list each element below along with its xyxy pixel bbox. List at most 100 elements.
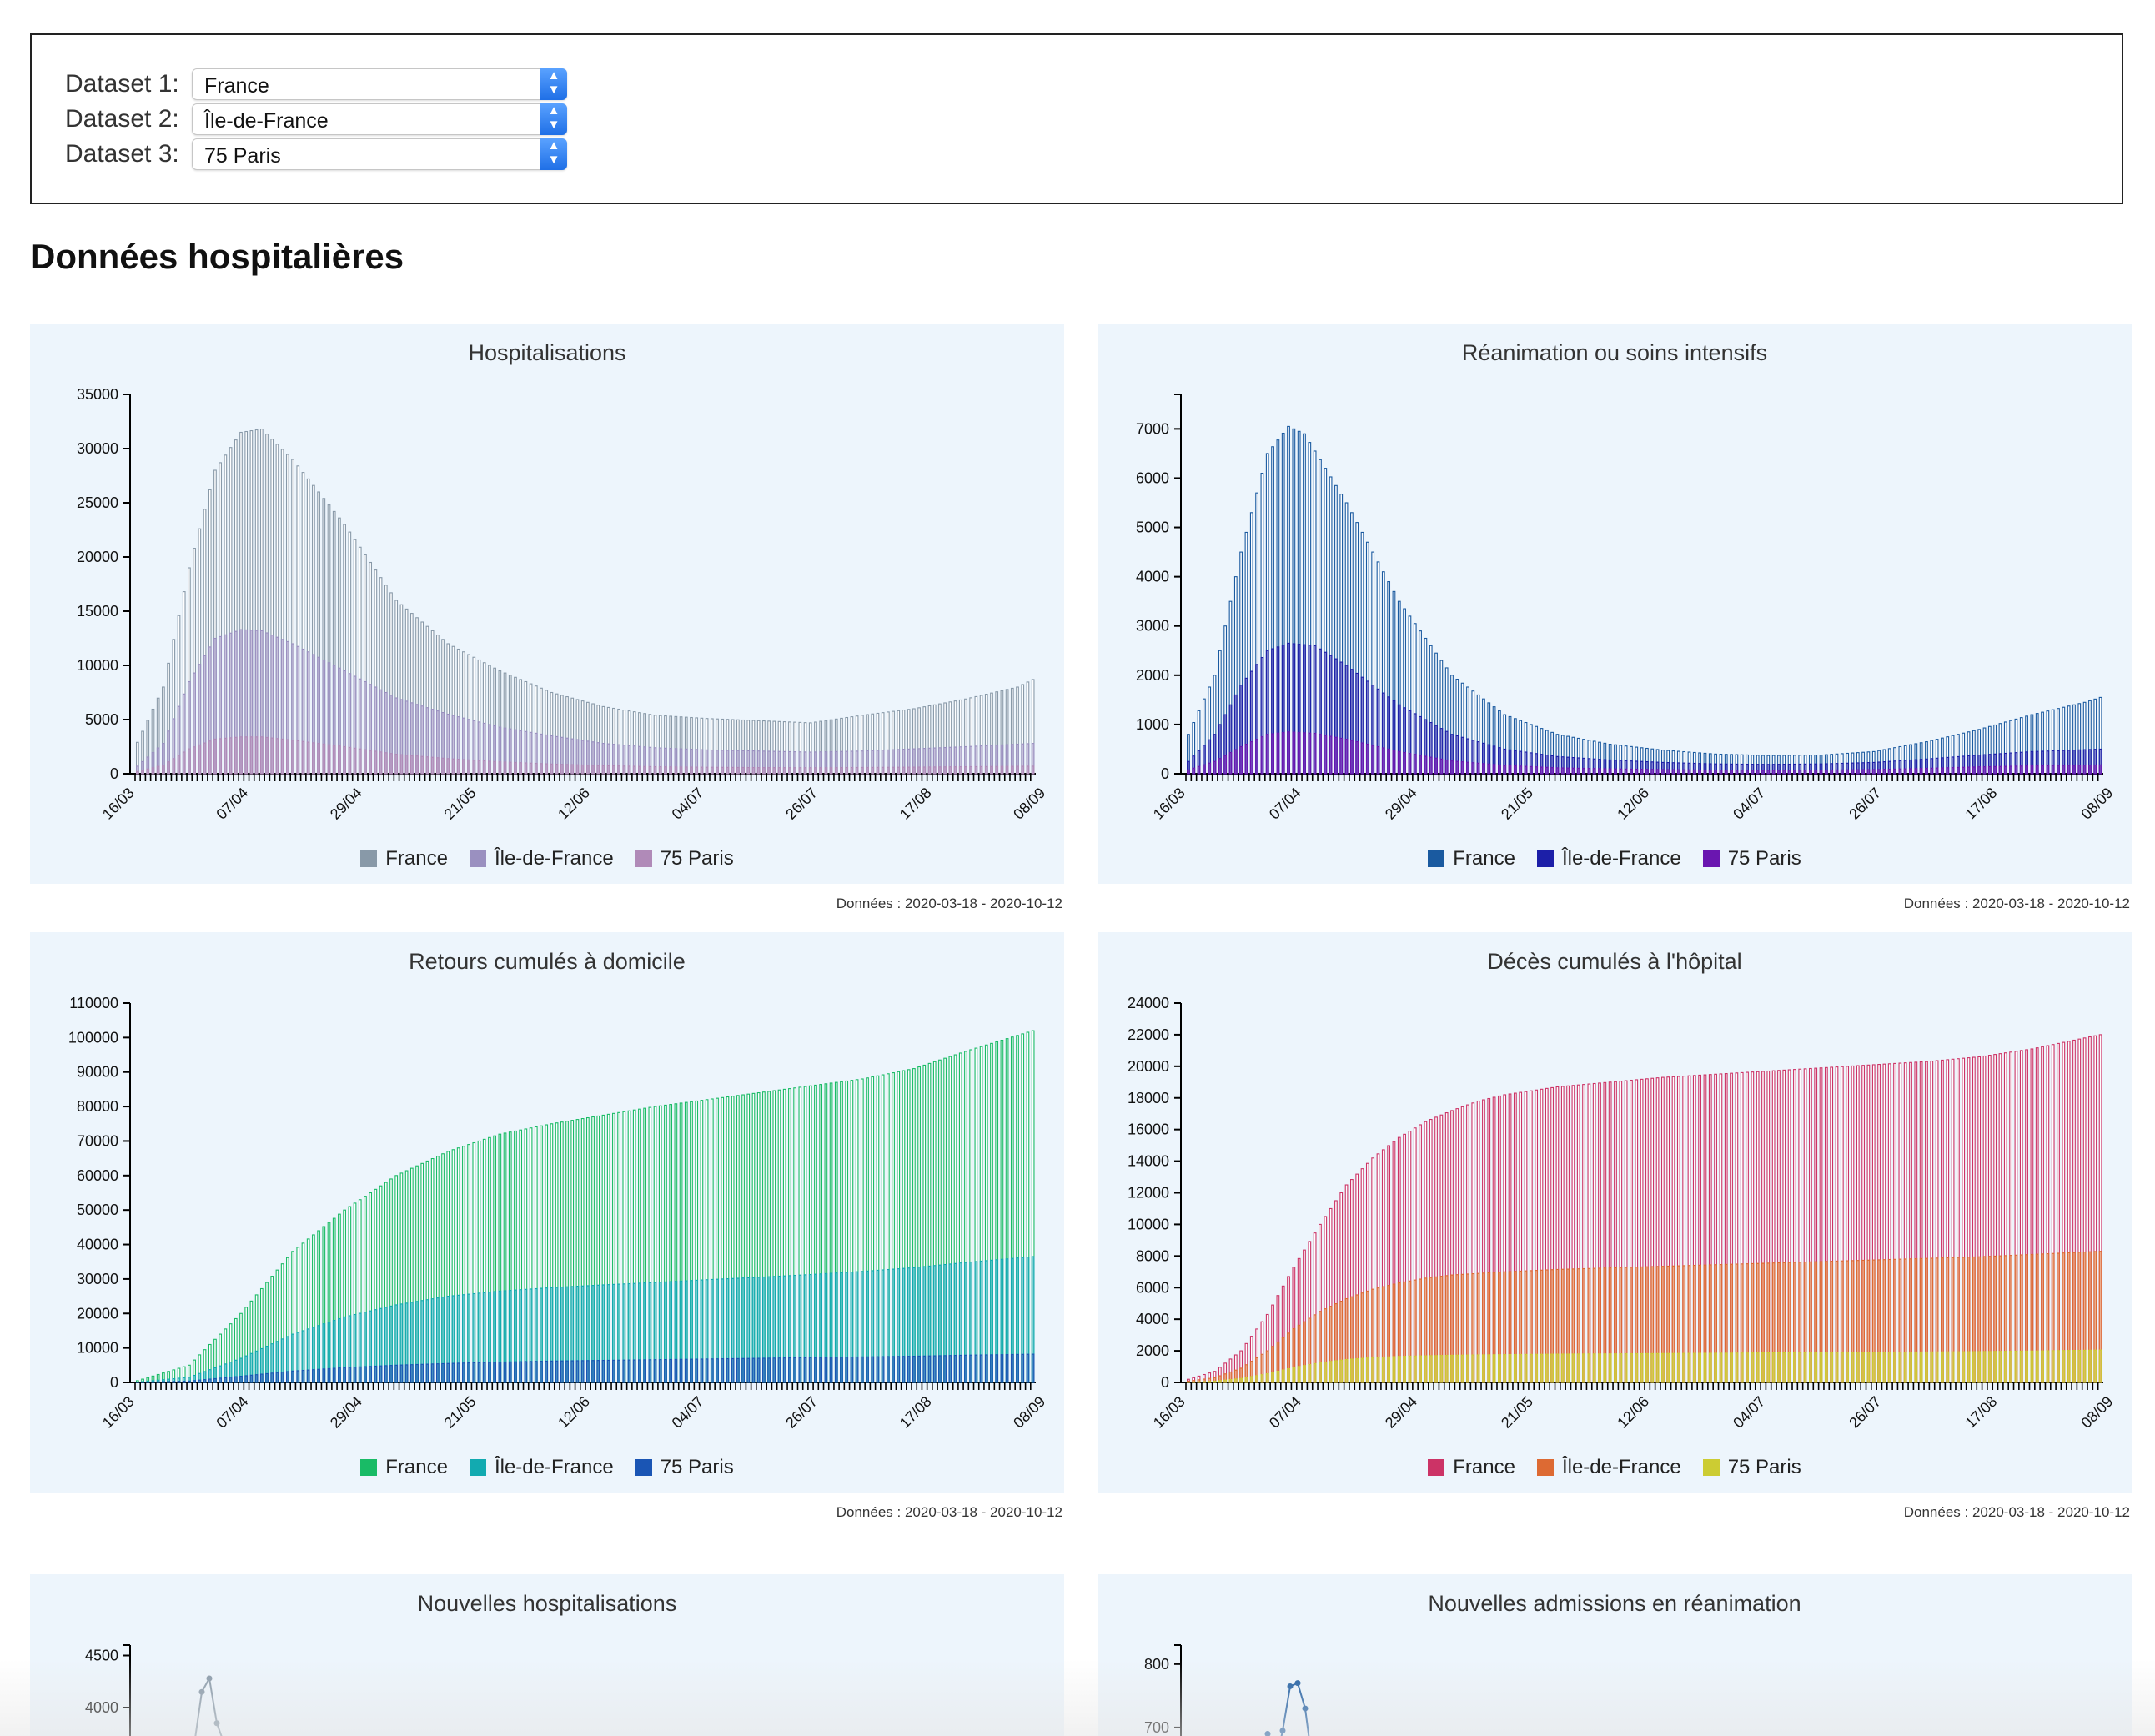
bar — [229, 737, 233, 775]
bar — [580, 1360, 585, 1383]
bar — [1935, 767, 1939, 775]
y-tick-label: 15000 — [77, 603, 118, 620]
bar — [2077, 765, 2082, 775]
bar — [259, 1373, 264, 1383]
bar — [332, 1367, 336, 1383]
x-tick-label: 21/05 — [440, 785, 479, 823]
bar — [2019, 765, 2023, 775]
bar — [907, 1356, 911, 1383]
bar — [1292, 731, 1296, 775]
chart-panel: Nouvelles hospitalisations 4000 4500 — [30, 1574, 1064, 1736]
bar — [679, 766, 683, 775]
bar — [343, 1367, 346, 1383]
legend-item[interactable]: 75 Paris — [1702, 847, 1801, 871]
bar — [1660, 1352, 1665, 1383]
bar — [1882, 1352, 1886, 1383]
bar — [1957, 1351, 1960, 1383]
dataset-2-label: Dataset 2: — [65, 105, 179, 133]
series-2 — [1187, 731, 2102, 775]
bar — [254, 1374, 259, 1383]
bar — [560, 764, 564, 775]
bar — [1724, 770, 1728, 775]
chevron-up-down-icon[interactable]: ▲ ▼ — [540, 103, 567, 135]
bar — [622, 1359, 626, 1383]
x-tick-label: 16/03 — [99, 1393, 138, 1432]
bar — [1777, 1352, 1781, 1383]
x-tick-label: 12/06 — [555, 1393, 593, 1432]
bar — [1851, 769, 1855, 775]
y-tick-label: 0 — [1161, 1374, 1169, 1391]
legend-swatch — [1428, 850, 1445, 867]
legend-item[interactable]: Île-de-France — [469, 847, 614, 871]
bar — [840, 767, 843, 775]
bar — [555, 763, 559, 775]
y-tick-label: 80000 — [77, 1098, 118, 1115]
bar — [1223, 1379, 1228, 1383]
bar — [1740, 1352, 1744, 1383]
bar — [1708, 1352, 1712, 1383]
legend-label: France — [385, 847, 448, 870]
legend-item[interactable]: Île-de-France — [469, 1456, 614, 1479]
bar — [384, 1365, 388, 1383]
bar — [296, 1370, 300, 1383]
x-tick-label: 04/07 — [1730, 785, 1768, 823]
bar — [1640, 1352, 1644, 1383]
y-tick-label: 8000 — [1136, 1247, 1169, 1264]
dataset-2-select[interactable]: Île-de-France ▲ ▼ — [192, 103, 567, 135]
bar — [1608, 768, 1612, 775]
legend-item[interactable]: France — [360, 1456, 448, 1479]
bar — [1292, 1367, 1296, 1383]
legend-label: 75 Paris — [660, 1456, 734, 1478]
bar — [317, 743, 320, 775]
bar — [1866, 769, 1871, 775]
bar — [782, 1357, 786, 1383]
dataset-1-select[interactable]: France ▲ ▼ — [192, 68, 567, 100]
bar — [1403, 751, 1406, 775]
bar — [1592, 768, 1596, 775]
bar — [1751, 1352, 1755, 1383]
bar — [892, 1356, 895, 1383]
bar — [1408, 753, 1412, 775]
bar — [286, 1371, 289, 1383]
bar — [1255, 1375, 1258, 1383]
bar — [912, 766, 916, 775]
chart-title: Hospitalisations — [468, 340, 626, 365]
bar — [1730, 770, 1733, 775]
bar — [762, 767, 766, 775]
bar — [182, 1380, 186, 1383]
bar — [2025, 1350, 2028, 1383]
bar — [1566, 767, 1570, 775]
bar — [1308, 732, 1312, 775]
legend-item[interactable]: Île-de-France — [1536, 1456, 1681, 1479]
y-tick-label: 0 — [1161, 765, 1169, 782]
legend-item[interactable]: 75 Paris — [635, 847, 734, 871]
legend-item[interactable]: France — [360, 847, 448, 871]
bar — [1555, 767, 1560, 775]
bar — [1016, 1353, 1019, 1383]
bar — [601, 765, 605, 775]
legend-item[interactable]: Île-de-France — [1536, 847, 1681, 871]
x-tick-label: 08/09 — [1010, 785, 1048, 823]
bar — [1898, 1352, 1902, 1383]
bar — [736, 1357, 740, 1383]
legend-item[interactable]: France — [1428, 1456, 1515, 1479]
bar — [1814, 1352, 1818, 1383]
bar — [1655, 769, 1660, 775]
legend-item[interactable]: 75 Paris — [635, 1456, 734, 1479]
bar — [193, 1380, 196, 1383]
bar — [1324, 735, 1328, 775]
bar — [1735, 1352, 1739, 1383]
bar — [1387, 1356, 1391, 1383]
legend-label: Île-de-France — [494, 1456, 614, 1478]
bar — [2093, 764, 2097, 775]
chevron-up-down-icon[interactable]: ▲ ▼ — [540, 68, 567, 100]
bar — [1719, 1352, 1723, 1383]
dataset-3-select[interactable]: 75 Paris ▲ ▼ — [192, 138, 567, 170]
bar — [1228, 1378, 1233, 1383]
legend-item[interactable]: 75 Paris — [1702, 1456, 1801, 1479]
chevron-up-down-icon[interactable]: ▲ ▼ — [540, 138, 567, 170]
bar — [948, 1355, 952, 1383]
bar — [1571, 767, 1575, 775]
bar — [1957, 766, 1960, 775]
legend-item[interactable]: France — [1428, 847, 1515, 871]
